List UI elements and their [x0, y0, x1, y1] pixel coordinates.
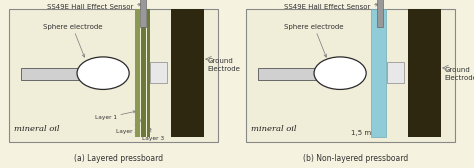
- Text: mineral oil: mineral oil: [251, 125, 297, 133]
- Bar: [258, 68, 325, 80]
- FancyBboxPatch shape: [9, 9, 218, 142]
- Bar: [135, 9, 140, 137]
- Circle shape: [314, 57, 366, 89]
- Bar: [171, 9, 204, 137]
- FancyBboxPatch shape: [246, 9, 455, 142]
- Text: Ground
Electrode: Ground Electrode: [444, 67, 474, 81]
- Text: (b) Non-layered pressboard: (b) Non-layered pressboard: [303, 154, 408, 163]
- Text: SS49E Hall Effect Sensor: SS49E Hall Effect Sensor: [47, 3, 141, 10]
- Bar: [21, 68, 88, 80]
- Text: (a) Layered pressboard: (a) Layered pressboard: [74, 154, 163, 163]
- Text: Sphere electrode: Sphere electrode: [43, 24, 102, 57]
- Bar: [408, 9, 441, 137]
- Text: mineral oil: mineral oil: [14, 125, 60, 133]
- Bar: [387, 62, 404, 83]
- Bar: [141, 9, 146, 137]
- Text: 1,5 mm: 1,5 mm: [351, 123, 378, 136]
- Bar: [140, 0, 146, 27]
- Text: SS49E Hall Effect Sensor: SS49E Hall Effect Sensor: [284, 3, 378, 10]
- Bar: [151, 62, 167, 83]
- Text: Layer 2: Layer 2: [116, 120, 142, 134]
- Bar: [147, 9, 150, 137]
- Text: Layer 1: Layer 1: [95, 111, 136, 120]
- Text: Ground
Electrode: Ground Electrode: [207, 58, 240, 72]
- Bar: [371, 9, 386, 137]
- Text: Layer 3: Layer 3: [142, 128, 164, 141]
- Circle shape: [77, 57, 129, 89]
- Bar: [377, 0, 383, 27]
- Text: Sphere electrode: Sphere electrode: [284, 24, 344, 57]
